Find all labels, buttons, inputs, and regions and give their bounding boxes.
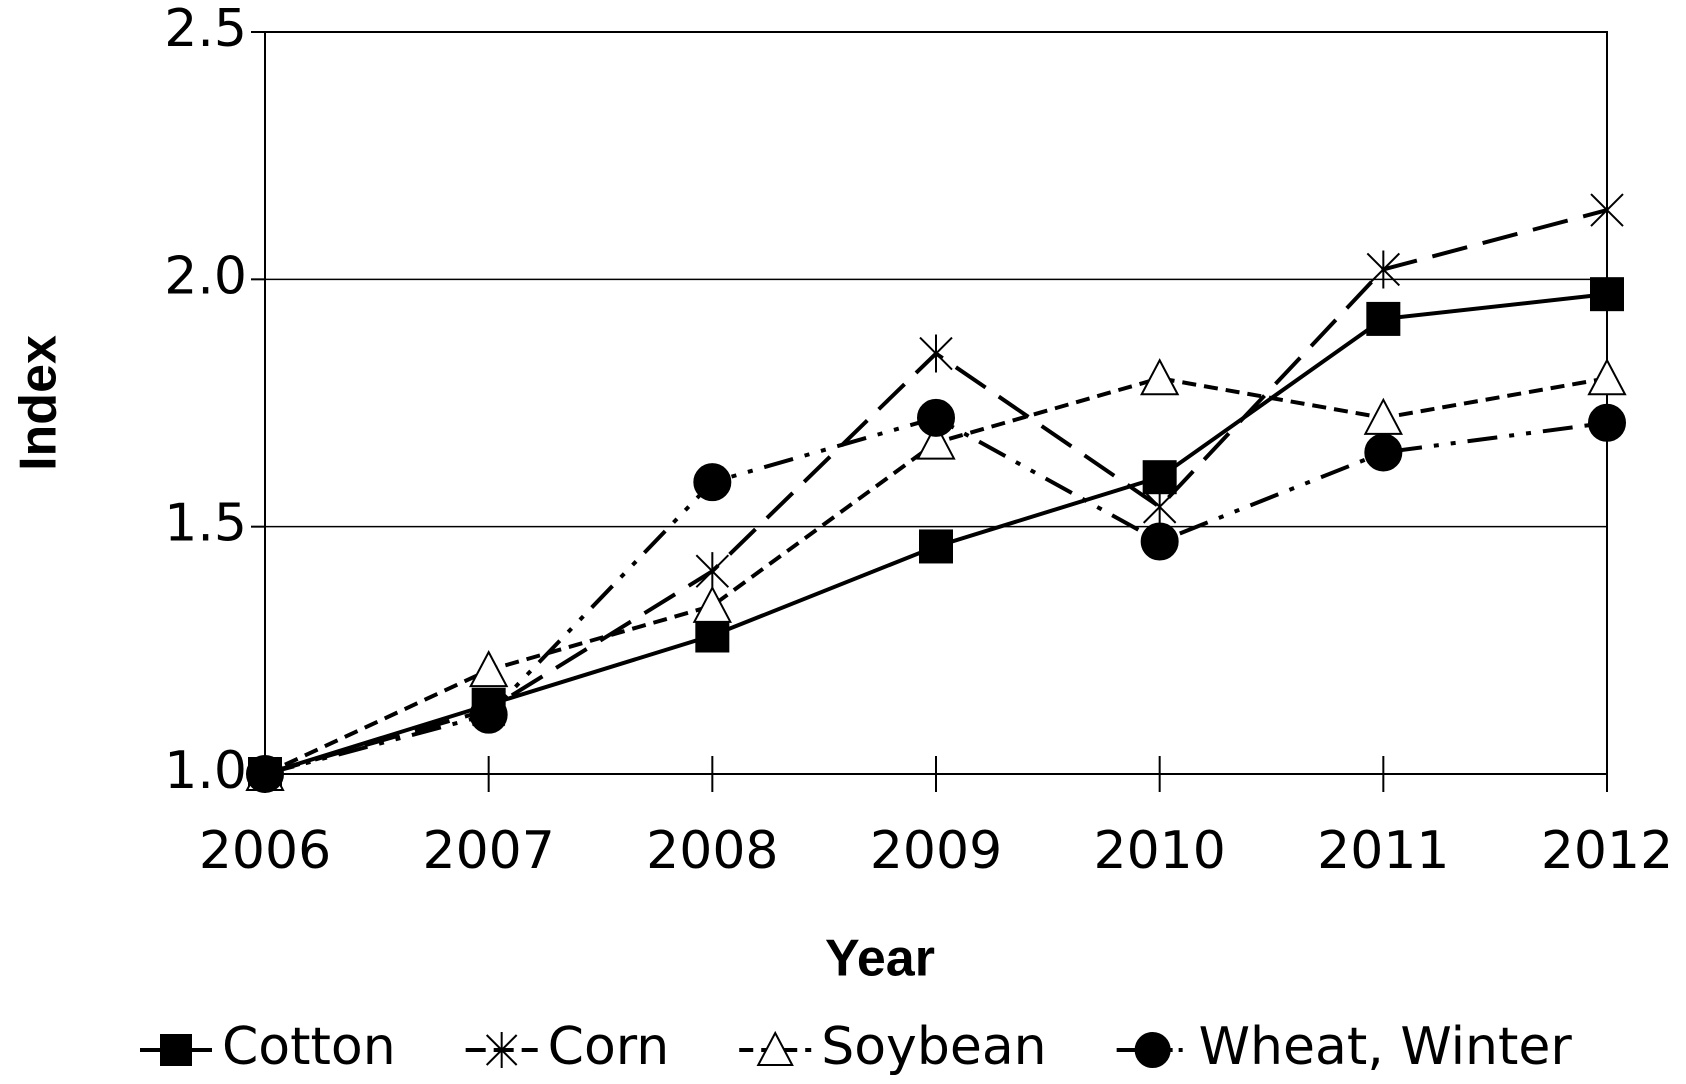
legend-label: Wheat, Winter	[1199, 1017, 1573, 1077]
marker-star	[1142, 487, 1177, 526]
x-tick-label: 2012	[1541, 821, 1673, 881]
marker-circle	[1140, 522, 1179, 561]
marker-triangle	[1363, 397, 1403, 435]
marker-circle	[246, 755, 284, 793]
x-tick-label: 2010	[1093, 821, 1225, 881]
x-axis-title: Year	[825, 930, 935, 988]
marker-circle	[469, 695, 508, 734]
y-tick-label: 2.0	[164, 246, 247, 306]
y-axis-title: Index	[10, 335, 68, 471]
y-tick-label: 1.5	[164, 494, 247, 554]
marker-square	[160, 1034, 192, 1066]
marker-circle	[1364, 433, 1403, 472]
series-line	[264, 415, 1608, 776]
y-tick-label: 2.5	[164, 0, 247, 59]
marker-star	[1590, 191, 1624, 230]
x-tick-label: 2011	[1317, 821, 1449, 881]
legend-item: Corn	[465, 1017, 670, 1077]
marker-star	[919, 334, 953, 373]
marker-triangle	[1587, 358, 1627, 396]
marker-circle	[1588, 403, 1626, 442]
legend-label: Corn	[548, 1017, 670, 1077]
x-tick-label: 2006	[199, 821, 331, 881]
marker-circle	[1134, 1032, 1171, 1068]
marker-triangle	[916, 422, 956, 460]
marker-triangle	[692, 585, 732, 623]
marker-triangle	[756, 1030, 794, 1066]
legend-item: Cotton	[140, 1017, 396, 1077]
marker-triangle	[1140, 358, 1180, 396]
marker-circle	[693, 463, 732, 502]
legend-label: Soybean	[821, 1017, 1046, 1077]
marker-circle	[917, 398, 955, 437]
series-line	[264, 208, 1608, 776]
marker-square	[1366, 301, 1401, 336]
legend-item: Soybean	[739, 1017, 1047, 1077]
marker-square	[1590, 277, 1624, 312]
marker-star	[695, 552, 730, 591]
legend-item: Wheat, Winter	[1116, 1017, 1573, 1077]
x-tick-label: 2009	[870, 821, 1002, 881]
marker-square	[695, 618, 730, 653]
marker-star	[485, 1032, 518, 1068]
marker-star	[1366, 250, 1401, 289]
y-tick-label: 1.0	[164, 741, 247, 801]
legend-label: Cotton	[222, 1017, 396, 1077]
marker-square	[919, 529, 953, 564]
x-tick-label: 2007	[422, 821, 554, 881]
marker-triangle	[469, 649, 509, 688]
x-tick-label: 2008	[646, 821, 778, 881]
